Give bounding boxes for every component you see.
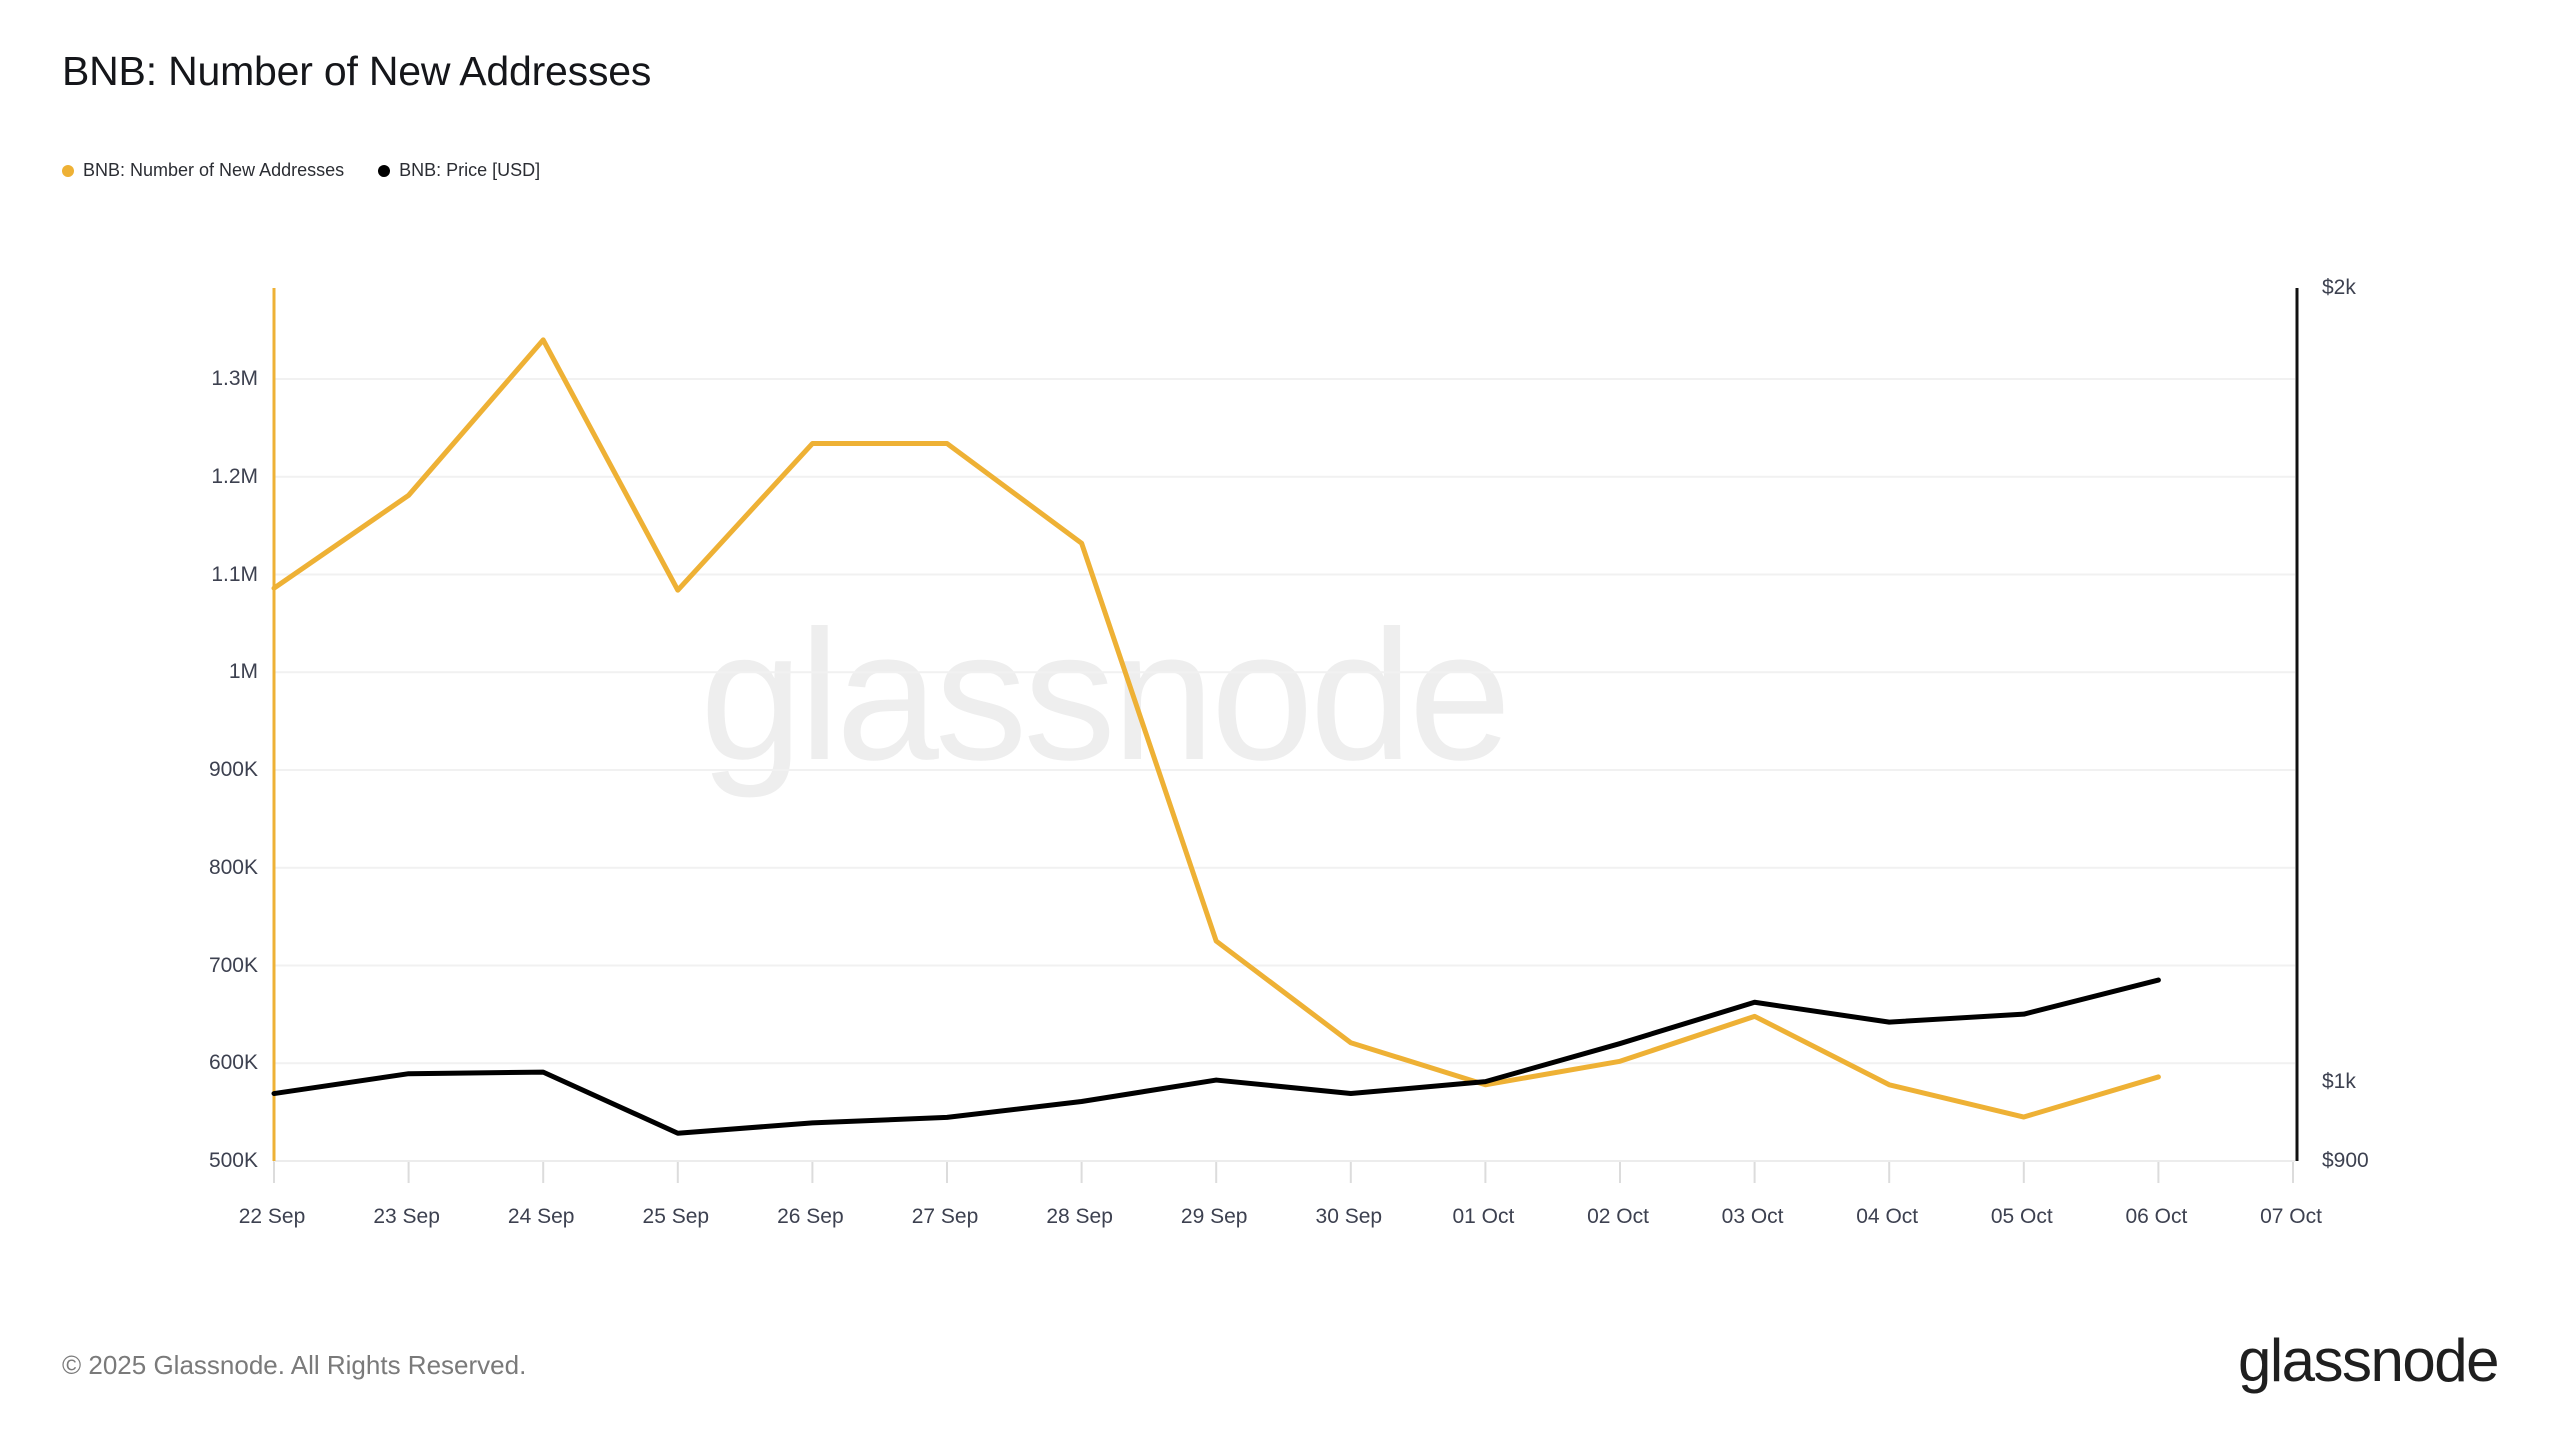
legend-dot-icon xyxy=(378,164,391,177)
x-axis-tick-label: 26 Sep xyxy=(777,1205,844,1228)
y-axis-left-tick-label: 600K xyxy=(208,1051,258,1075)
y-axis-right-tick-label: $2k xyxy=(2322,276,2356,299)
legend-label: BNB: Number of New Addresses xyxy=(83,160,345,180)
footer-logo: glassnode xyxy=(2237,1327,2500,1394)
x-axis-tick-label: 02 Oct xyxy=(1587,1205,1649,1228)
page-title: BNB: Number of New Addresses xyxy=(62,48,652,94)
glassnode-watermark: glassnode xyxy=(700,593,1511,799)
x-axis-tick-label: 24 Sep xyxy=(507,1205,575,1228)
x-axis-tick-label: 06 Oct xyxy=(2125,1205,2188,1228)
x-axis-tick-label: 04 Oct xyxy=(1856,1205,1919,1228)
x-axis-tick-label: 27 Sep xyxy=(911,1205,979,1228)
legend-label: BNB: Price [USD] xyxy=(399,160,541,180)
y-axis-right-tick-label: $900 xyxy=(2322,1149,2369,1172)
x-axis-tick-label: 03 Oct xyxy=(1721,1205,1784,1228)
x-axis-tick-label: 28 Sep xyxy=(1046,1205,1113,1228)
y-axis-left-tick-label: 1.1M xyxy=(211,562,258,586)
x-axis-tick-label: 22 Sep xyxy=(238,1205,306,1228)
y-axis-left-tick-label: 700K xyxy=(208,953,258,977)
y-axis-left-tick-label: 800K xyxy=(208,855,258,879)
x-axis-tick-label: 29 Sep xyxy=(1180,1205,1248,1228)
y-axis-left-tick-label: 1.2M xyxy=(211,464,258,488)
chart-legend: BNB: Number of New Addresses BNB: Price … xyxy=(62,160,540,181)
y-axis-left-tick-label: 1.3M xyxy=(211,367,258,390)
x-axis-tick-label: 25 Sep xyxy=(642,1205,710,1228)
y-axis-right-tick-label: $1k xyxy=(2322,1069,2356,1093)
series-line xyxy=(271,977,2161,1136)
legend-dot-icon xyxy=(62,164,74,177)
x-axis-tick-label: 05 Oct xyxy=(1990,1205,2053,1228)
footer-copyright: © 2025 Glassnode. All Rights Reserved. xyxy=(62,1350,527,1380)
x-axis-tick-label: 23 Sep xyxy=(373,1205,440,1228)
legend-item-new-addresses[interactable]: BNB: Number of New Addresses xyxy=(62,160,344,181)
x-axis-tick-label: 01 Oct xyxy=(1452,1205,1515,1228)
y-axis-left-tick-label: 1M xyxy=(228,660,258,684)
x-axis-tick-label: 30 Sep xyxy=(1315,1205,1383,1228)
x-axis-tick-label: 07 Oct xyxy=(2260,1205,2322,1228)
y-axis-left-tick-label: 500K xyxy=(208,1149,258,1172)
legend-item-price[interactable]: BNB: Price [USD] xyxy=(378,160,540,181)
y-axis-left-tick-label: 900K xyxy=(208,758,258,781)
